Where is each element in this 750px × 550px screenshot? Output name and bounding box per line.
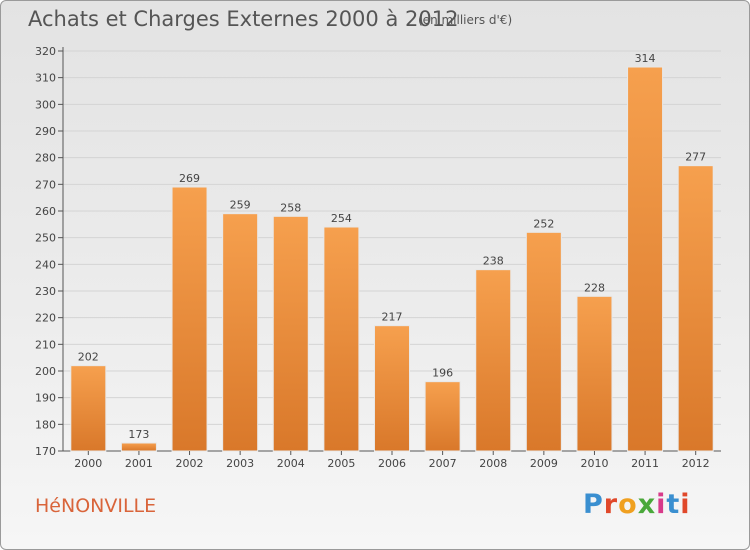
y-tick-label: 210	[35, 338, 56, 351]
bar-value-label: 277	[685, 151, 706, 164]
y-tick-label: 180	[35, 418, 56, 431]
brand-letter: x	[637, 489, 657, 520]
bar	[525, 231, 562, 452]
x-tick-label: 2006	[378, 457, 406, 470]
bar-value-label: 217	[382, 311, 403, 324]
bar-value-label: 173	[128, 428, 149, 441]
x-tick-label: 2008	[479, 457, 507, 470]
y-tick-label: 320	[35, 45, 56, 58]
x-tick-label: 2012	[682, 457, 710, 470]
bar	[475, 269, 512, 452]
y-tick-label: 220	[35, 312, 56, 325]
x-tick-label: 2000	[74, 457, 102, 470]
brand-letter: o	[618, 489, 638, 520]
y-tick-label: 270	[35, 178, 56, 191]
bar-value-label: 259	[230, 199, 251, 212]
x-tick-label: 2011	[631, 457, 659, 470]
bar	[627, 66, 664, 452]
brand-letter: i	[680, 489, 691, 520]
x-tick-label: 2003	[226, 457, 254, 470]
bar-value-label: 238	[483, 255, 504, 268]
x-tick-label: 2004	[277, 457, 305, 470]
bar-value-label: 314	[635, 52, 656, 65]
bar-value-label: 269	[179, 172, 200, 185]
y-tick-label: 310	[35, 72, 56, 85]
bar	[171, 186, 208, 452]
bar	[120, 442, 157, 452]
bar	[424, 381, 461, 452]
bar	[272, 215, 309, 452]
bar	[677, 165, 714, 452]
x-tick-label: 2010	[580, 457, 608, 470]
y-tick-label: 280	[35, 152, 56, 165]
x-tick-label: 2002	[176, 457, 204, 470]
bar-value-label: 202	[78, 351, 99, 364]
y-tick-label: 170	[35, 445, 56, 458]
y-tick-label: 300	[35, 98, 56, 111]
bar	[70, 365, 107, 452]
chart-unit-note: (en milliers d'€)	[418, 13, 513, 27]
bar-value-label: 228	[584, 281, 605, 294]
y-tick-label: 250	[35, 232, 56, 245]
y-tick-label: 260	[35, 205, 56, 218]
y-tick-label: 240	[35, 258, 56, 271]
x-tick-label: 2009	[530, 457, 558, 470]
bar-value-label: 254	[331, 212, 352, 225]
y-tick-label: 200	[35, 365, 56, 378]
bar-value-label: 252	[533, 217, 554, 230]
y-tick-label: 190	[35, 392, 56, 405]
bar	[222, 213, 259, 452]
y-tick-label: 230	[35, 285, 56, 298]
bar	[323, 226, 360, 452]
bar-value-label: 258	[280, 201, 301, 214]
y-tick-label: 290	[35, 125, 56, 138]
x-tick-label: 2005	[327, 457, 355, 470]
bar	[374, 325, 410, 452]
brand-letter: i	[656, 489, 667, 520]
x-tick-label: 2007	[429, 457, 457, 470]
chart-title: Achats et Charges Externes 2000 à 2012	[28, 7, 459, 31]
town-name: HéNONVILLE	[35, 495, 157, 517]
x-tick-label: 2001	[125, 457, 153, 470]
bar-value-label: 196	[432, 367, 453, 380]
brand-letter: t	[666, 489, 681, 520]
brand-letter: P	[583, 489, 604, 520]
brand-letter: r	[603, 489, 619, 520]
bar	[576, 295, 613, 452]
proxiti-logo[interactable]: Proxiti	[583, 489, 691, 520]
